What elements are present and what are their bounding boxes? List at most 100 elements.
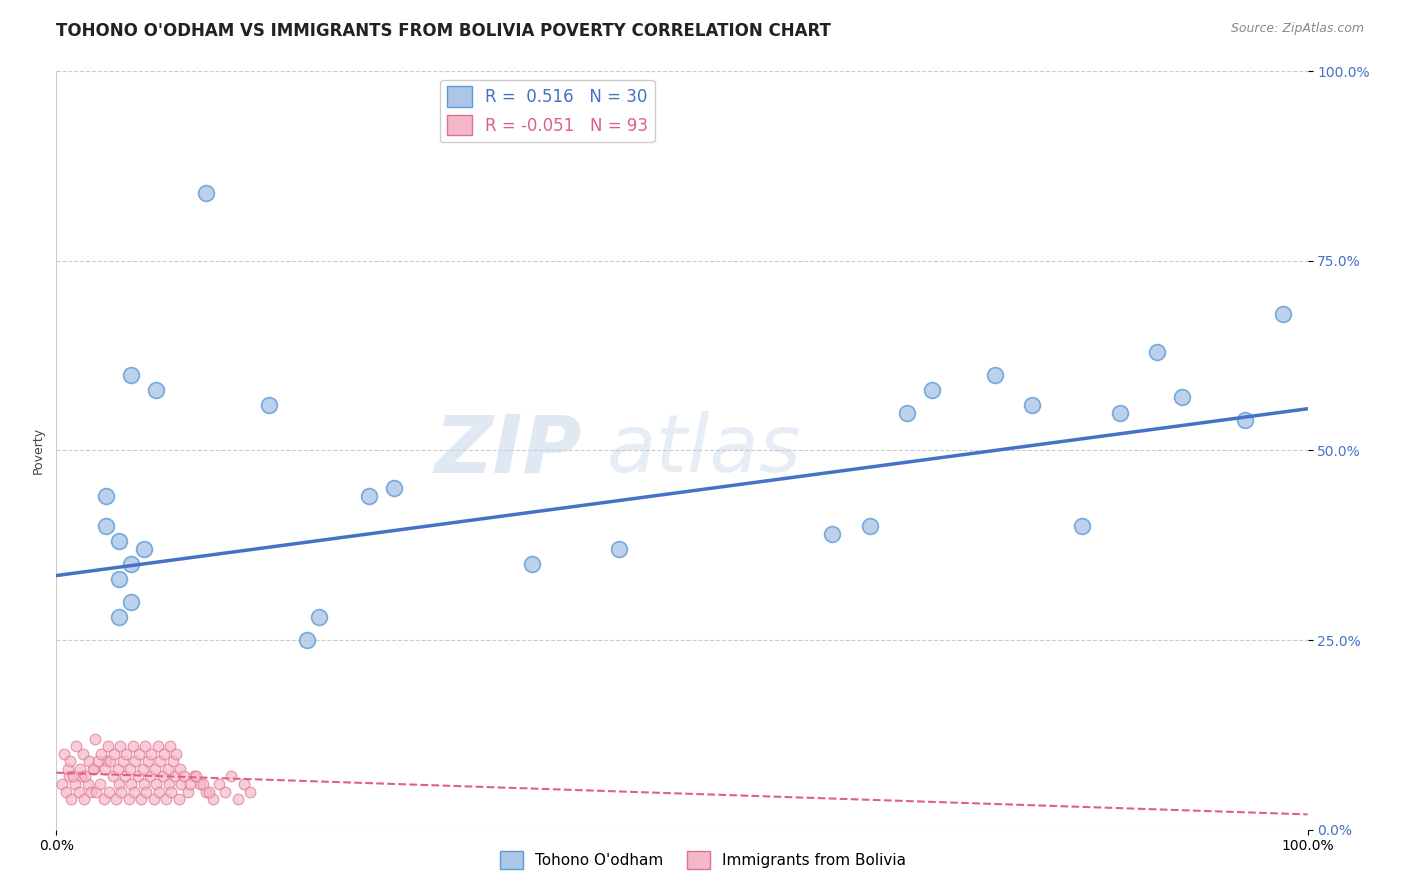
Text: Source: ZipAtlas.com: Source: ZipAtlas.com [1230,22,1364,36]
Point [520,557,543,572]
Point [120,762,142,776]
Point [179,777,201,791]
Point [155,792,177,806]
Point [60,792,83,806]
Point [84,785,107,799]
Point [160,785,183,799]
Point [1021,398,1043,412]
Point [1109,405,1132,420]
Point [1171,391,1194,405]
Point [170,777,193,791]
Point [188,777,211,791]
Legend: R =  0.516   N = 30, R = -0.051   N = 93: R = 0.516 N = 30, R = -0.051 N = 93 [440,79,655,142]
Point [162,755,184,769]
Point [62,769,84,784]
Point [98,755,121,769]
Point [56,762,79,776]
Point [73,792,96,806]
Point [89,777,111,791]
Point [191,777,214,791]
Point [157,777,180,791]
Point [86,755,108,769]
Point [58,769,80,784]
Point [132,542,155,557]
Point [96,519,118,533]
Text: atlas: atlas [607,411,801,490]
Point [70,769,93,784]
Point [108,777,131,791]
Point [143,762,166,776]
Point [84,731,107,746]
Point [148,785,170,799]
Point [139,769,162,784]
Point [67,785,90,799]
Point [115,747,138,761]
Point [295,633,318,648]
Point [136,755,159,769]
Point [858,519,880,533]
Point [128,747,150,761]
Point [96,739,118,753]
Point [110,785,132,799]
Point [96,755,118,769]
Point [52,747,75,761]
Point [308,610,330,624]
Point [896,405,918,420]
Point [121,739,143,753]
Point [131,762,153,776]
Point [173,769,195,784]
Point [159,739,181,753]
Point [149,755,172,769]
Point [135,785,157,799]
Point [132,777,155,791]
Point [214,785,236,799]
Point [183,769,205,784]
Text: TOHONO O'ODHAM VS IMMIGRANTS FROM BOLIVIA POVERTY CORRELATION CHART: TOHONO O'ODHAM VS IMMIGRANTS FROM BOLIVI… [56,22,831,40]
Point [239,785,262,799]
Point [195,785,218,799]
Point [257,398,280,412]
Point [118,792,141,806]
Point [83,762,105,776]
Point [120,368,142,382]
Point [165,769,187,784]
Point [186,769,208,784]
Point [96,489,118,503]
Point [63,777,86,791]
Point [94,762,117,776]
Point [124,755,146,769]
Point [359,489,381,503]
Point [382,482,405,496]
Point [1234,413,1257,427]
Legend: Tohono O'odham, Immigrants from Bolivia: Tohono O'odham, Immigrants from Bolivia [494,845,912,875]
Point [108,739,131,753]
Point [134,739,156,753]
Point [108,573,131,587]
Point [120,595,142,609]
Point [167,792,190,806]
Point [80,785,103,799]
Point [226,792,249,806]
Point [152,769,174,784]
Point [127,769,149,784]
Point [76,777,98,791]
Point [609,542,631,557]
Point [90,747,112,761]
Point [198,785,221,799]
Point [120,557,142,572]
Point [233,777,256,791]
Text: ZIP: ZIP [434,411,582,490]
Point [156,762,179,776]
Point [145,777,167,791]
Point [1071,519,1094,533]
Point [101,769,124,784]
Point [141,747,163,761]
Point [114,769,136,784]
Point [120,777,142,791]
Point [51,777,73,791]
Point [82,762,104,776]
Point [105,792,128,806]
Point [59,755,82,769]
Point [107,762,129,776]
Point [146,739,169,753]
